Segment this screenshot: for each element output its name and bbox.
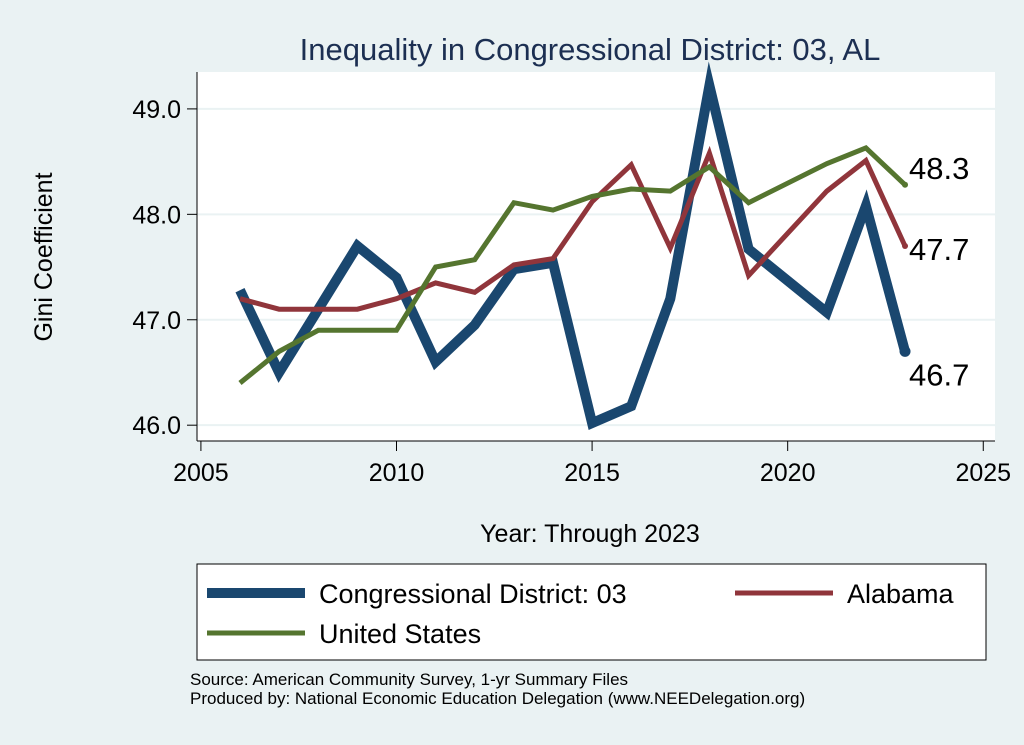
series-lines xyxy=(235,61,911,431)
legend: Congressional District: 03 Alabama Unite… xyxy=(196,563,987,661)
x-tick-label: 2025 xyxy=(955,459,1011,487)
end-value-label: 47.7 xyxy=(909,232,969,267)
legend-box xyxy=(196,563,987,661)
legend-label-district: Congressional District: 03 xyxy=(319,579,627,609)
y-tick-label: 46.0 xyxy=(132,412,181,440)
x-tick-label: 2015 xyxy=(564,459,620,487)
series-end-point xyxy=(899,345,911,357)
y-tick-label: 47.0 xyxy=(132,307,181,335)
y-tick-label: 49.0 xyxy=(132,96,181,124)
x-tick-label: 2010 xyxy=(369,459,425,487)
end-value-label: 48.3 xyxy=(909,151,969,186)
series-end-point xyxy=(902,242,909,249)
x-axis: 2005 2010 2015 2020 2025 xyxy=(173,440,1011,487)
source-line: Source: American Community Survey, 1-yr … xyxy=(190,670,629,689)
source-note: Source: American Community Survey, 1-yr … xyxy=(190,670,805,708)
x-axis-label: Year: Through 2023 xyxy=(480,520,700,548)
end-value-label: 46.7 xyxy=(909,357,969,392)
plot-area xyxy=(197,72,995,441)
series-line-alabama xyxy=(239,145,908,312)
series-line-district xyxy=(235,61,910,431)
end-labels: 46.7 47.7 48.3 xyxy=(909,151,969,393)
x-tick-label: 2020 xyxy=(760,459,816,487)
produced-by-line: Produced by: National Economic Education… xyxy=(190,689,806,708)
chart-title: Inequality in Congressional District: 03… xyxy=(300,32,881,67)
legend-label-us: United States xyxy=(319,619,481,649)
x-tick-label: 2005 xyxy=(173,459,229,487)
y-tick-label: 48.0 xyxy=(132,201,181,229)
y-axis-label: Gini Coefficient xyxy=(30,172,58,341)
y-axis: 46.0 47.0 48.0 49.0 xyxy=(132,72,198,441)
series-end-point xyxy=(902,181,909,188)
legend-label-alabama: Alabama xyxy=(847,579,955,609)
series-line-us xyxy=(238,144,907,385)
